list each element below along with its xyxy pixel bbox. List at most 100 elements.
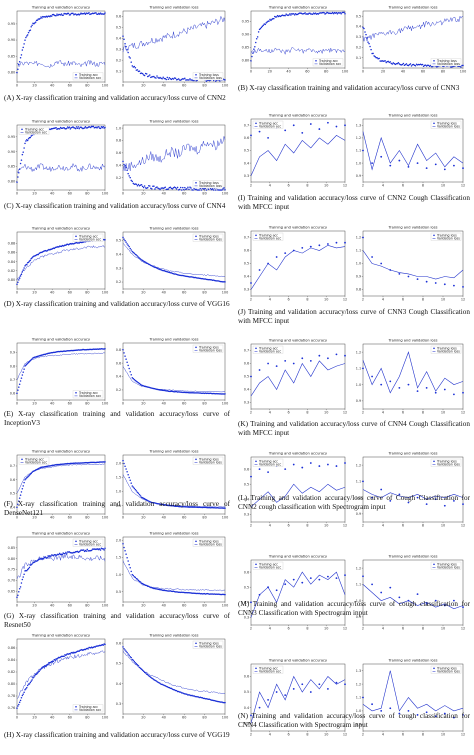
panel-i-loss-training-point <box>416 162 419 164</box>
panel-c-acc-training-point <box>102 125 104 128</box>
panel-d-loss-training-point <box>132 251 135 254</box>
panel-b-acc-training-point <box>325 12 327 15</box>
panel-b-loss-chart: Training and validation loss 0 20 40 60 80 100… <box>350 4 466 76</box>
panel-m-acc-training-point <box>275 589 278 592</box>
panel-c-loss-training-point <box>182 186 184 189</box>
panel-b-loss-training-point <box>372 52 374 55</box>
panel-j-acc-ytick-label: 0.7 <box>244 236 249 240</box>
panel-c-acc-training-point <box>27 138 30 140</box>
panel-j-acc-xtick-label: 6 <box>288 298 290 302</box>
panel-c-loss-training-point <box>207 188 210 190</box>
panel-k-loss-chart: Training and validation loss 2 4 6 8 10 12 0.9 1… <box>350 337 466 417</box>
panel-l-loss-legend <box>430 458 462 467</box>
panel-c-loss-training-point <box>125 166 127 169</box>
panel-a-acc-training-point <box>39 17 41 20</box>
panel-m-loss-xtick-label: 12 <box>461 627 465 631</box>
panel-h-acc-training-point <box>22 693 24 695</box>
panel-i-loss-ytick-label: 1.1 <box>356 149 361 153</box>
panel-h-acc-ytick-label: 0.84 <box>8 658 16 662</box>
panel-i-loss-xtick-label: 2 <box>362 184 364 188</box>
panel-g-loss-xtick-label: 60 <box>182 604 186 608</box>
panel-k-acc-training-point <box>292 362 295 365</box>
panel-f-acc-training-point <box>24 479 26 481</box>
panel-g-acc-validation-line <box>16 554 106 579</box>
panel-m-acc-validation-line <box>250 571 346 618</box>
panel-l-loss-frame <box>362 456 464 523</box>
panel-n-acc-title: Training and validation accuracy <box>268 659 328 663</box>
panel-f-loss-training-point <box>134 488 137 491</box>
panel-a-acc-xtick-label: 100 <box>102 84 108 88</box>
panel-c-acc-training-point <box>19 162 22 165</box>
panel-h-loss-xtick-label: 60 <box>182 716 186 720</box>
panel-i-acc-training-point <box>292 124 295 127</box>
panel-k-acc-frame <box>250 343 346 410</box>
panel-l-loss-ytick-label: 0.9 <box>356 512 361 516</box>
panel-a-loss-training-point <box>128 56 130 58</box>
panel-k-loss-frame <box>362 343 464 410</box>
panel-j-acc-ytick-label: 0.5 <box>244 262 249 266</box>
panel-d-loss-ytick-label: 0.2 <box>116 280 121 284</box>
panel-f-acc-training-point <box>25 477 27 480</box>
panel-n-loss-xtick-label: 6 <box>402 733 404 737</box>
panel-n-loss-xtick-label: 12 <box>461 733 465 737</box>
panel-c-loss-training-point <box>146 186 149 189</box>
panel-h-loss-training-point <box>139 667 142 670</box>
panel-g-acc-training-point <box>22 576 24 578</box>
panel-a-loss-training-point <box>124 42 126 45</box>
panel-f-loss-training-point <box>127 473 129 476</box>
panel-f-loss-training-point <box>128 476 130 479</box>
panel-b-loss-training-point <box>405 63 408 65</box>
panel-c-loss-training-point <box>140 183 143 186</box>
panel-e-acc-xtick-label: 100 <box>102 402 108 406</box>
panel-b-loss-training-point <box>374 55 376 58</box>
panel-c-acc-training-point <box>84 125 87 128</box>
panel-g-loss-legend-validation-label: Validation loss <box>199 542 222 546</box>
panel-c-acc-svg: Training and validation accuracy 0 20 40 60 8… <box>8 120 109 196</box>
panel-g-loss-training-point <box>126 556 128 559</box>
panel-k-acc-xtick-label: 6 <box>288 411 290 415</box>
panel-f-acc-training-point <box>18 500 20 502</box>
panel-n-caption: (N) Training and validation accuracy/los… <box>238 712 470 729</box>
panel-e-acc-training-point <box>16 392 18 395</box>
panel-m-loss-legend-training-marker <box>433 563 435 566</box>
panel-f-loss-xtick-label: 40 <box>162 516 166 520</box>
panel-i-acc-xtick-label: 6 <box>288 184 290 188</box>
panel-n-loss-training-point <box>362 696 364 699</box>
panel-e-acc-training-point <box>21 374 24 376</box>
panel-d-acc-training-point <box>16 283 18 286</box>
panel-c-acc-training-point <box>17 176 19 178</box>
panel-h-caption: (H) X-ray classification training and va… <box>4 731 230 739</box>
panel-e-loss-ytick-label: 0.8 <box>116 348 121 352</box>
panel-l-loss-xtick-label: 12 <box>461 524 465 528</box>
panel-f-loss-training-point <box>139 495 142 497</box>
panel-e-acc-training-point <box>104 348 106 350</box>
panel-b-loss-training-point <box>385 61 387 64</box>
panel-a-acc-training-point <box>50 15 53 17</box>
panel-g-acc-legend-training-marker <box>75 540 77 543</box>
panel-j-loss-xtick-label: 8 <box>422 298 424 302</box>
panel-e-loss-training-point <box>129 370 131 373</box>
panel-a-acc-legend-validation-label: Validation acc <box>79 76 101 80</box>
panel-n-acc-training-point <box>250 714 252 717</box>
panel-g-acc-training-point <box>42 558 45 560</box>
panel-c-loss-ytick-label: 0.4 <box>116 163 121 167</box>
panel-k-loss-xtick-label: 2 <box>362 411 364 415</box>
panel-a-loss-title: Training and validation loss <box>148 6 198 10</box>
panel-b-loss-svg: Training and validation loss 0 20 40 60 80 100… <box>356 6 466 74</box>
panel-a-loss-training-point <box>170 78 173 81</box>
panel-c-loss-training-point <box>143 185 146 187</box>
panel-i-loss-xtick-label: 10 <box>441 184 445 188</box>
panel-d-acc-training-point <box>31 257 33 259</box>
panel-j-acc-training-point <box>292 249 295 252</box>
panel-b-loss-frame <box>362 10 464 69</box>
panel-b-acc-training-point <box>259 27 262 30</box>
panel-n-loss-training-point <box>380 710 383 712</box>
panel-j-loss-training-point <box>416 278 419 280</box>
panel-m-acc-frame <box>250 559 346 626</box>
panel-j-acc-xtick-label: 8 <box>306 298 308 302</box>
panel-j-acc-training-point <box>301 247 304 249</box>
panel-a-acc-xtick-label: 60 <box>68 84 72 88</box>
panel-j-loss-ytick-label: 1.0 <box>356 262 361 266</box>
panel-j-loss-training-point <box>380 262 383 265</box>
panel-i-loss-xtick-label: 4 <box>382 184 384 188</box>
